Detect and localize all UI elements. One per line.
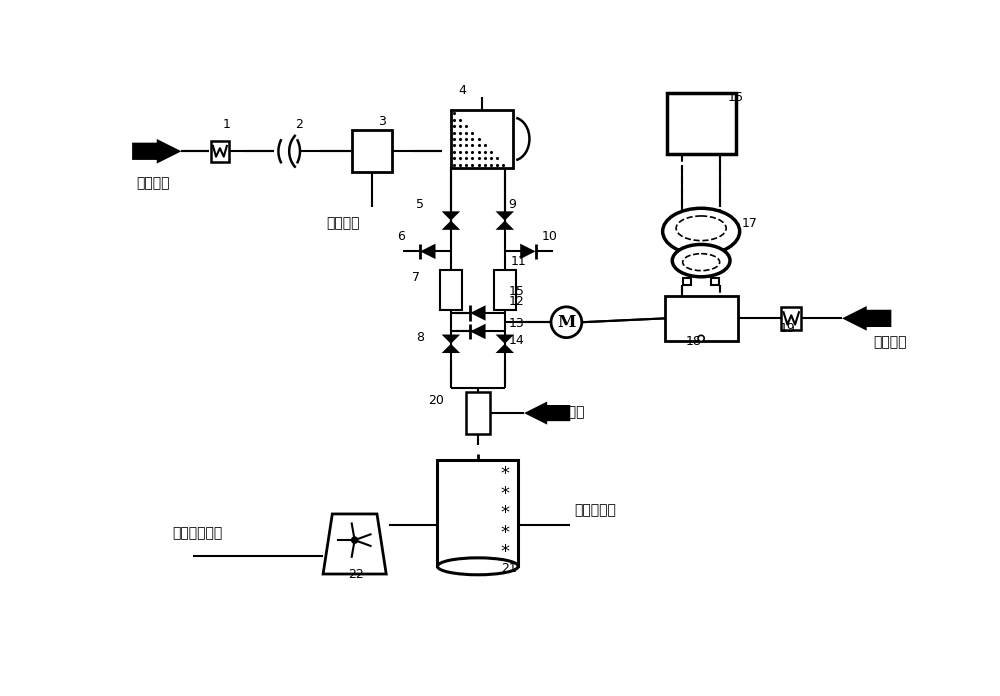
Text: 冷却后的空气: 冷却后的空气 bbox=[172, 526, 222, 540]
Polygon shape bbox=[842, 306, 891, 331]
Polygon shape bbox=[435, 144, 442, 151]
Text: *: * bbox=[500, 504, 509, 522]
Text: 11: 11 bbox=[511, 255, 527, 269]
Text: 8: 8 bbox=[416, 331, 424, 344]
Text: 20: 20 bbox=[428, 394, 444, 407]
Polygon shape bbox=[658, 311, 665, 318]
Polygon shape bbox=[496, 335, 514, 344]
Text: 4: 4 bbox=[459, 84, 466, 97]
Text: *: * bbox=[500, 484, 509, 503]
Text: 18: 18 bbox=[686, 335, 702, 347]
Polygon shape bbox=[496, 221, 514, 230]
Polygon shape bbox=[680, 214, 684, 219]
Ellipse shape bbox=[672, 244, 730, 277]
Polygon shape bbox=[516, 322, 523, 329]
Polygon shape bbox=[442, 212, 460, 221]
Polygon shape bbox=[524, 402, 570, 425]
Text: 17: 17 bbox=[741, 217, 757, 230]
Text: 19: 19 bbox=[780, 322, 795, 335]
Circle shape bbox=[551, 307, 582, 338]
Polygon shape bbox=[267, 144, 274, 151]
Polygon shape bbox=[420, 244, 436, 259]
Polygon shape bbox=[520, 244, 536, 259]
Polygon shape bbox=[193, 555, 200, 562]
Bar bbox=[437, 460, 518, 567]
Polygon shape bbox=[519, 525, 526, 532]
Polygon shape bbox=[323, 514, 386, 574]
Text: 9: 9 bbox=[509, 198, 517, 211]
Text: *: * bbox=[500, 524, 509, 541]
Polygon shape bbox=[132, 139, 181, 164]
Polygon shape bbox=[455, 313, 462, 320]
Polygon shape bbox=[502, 223, 507, 228]
Ellipse shape bbox=[663, 208, 740, 255]
Polygon shape bbox=[403, 251, 410, 258]
Ellipse shape bbox=[437, 557, 518, 575]
Polygon shape bbox=[496, 344, 514, 353]
Text: 14: 14 bbox=[509, 334, 524, 347]
Bar bbox=[494, 270, 516, 310]
Bar bbox=[211, 141, 229, 162]
Text: 被冷却空气: 被冷却空气 bbox=[574, 503, 616, 517]
Text: 22: 22 bbox=[348, 568, 364, 581]
Text: *: * bbox=[500, 465, 509, 483]
Polygon shape bbox=[442, 344, 460, 353]
Polygon shape bbox=[202, 144, 209, 151]
Polygon shape bbox=[442, 335, 460, 344]
Circle shape bbox=[698, 335, 704, 342]
Text: 1: 1 bbox=[223, 118, 231, 132]
Bar bbox=[440, 270, 462, 310]
Polygon shape bbox=[345, 144, 352, 151]
Text: 13: 13 bbox=[509, 317, 524, 330]
Bar bbox=[451, 110, 512, 168]
Text: 2: 2 bbox=[295, 118, 303, 132]
Text: M: M bbox=[557, 314, 576, 331]
Text: 15: 15 bbox=[509, 285, 525, 298]
Bar bbox=[466, 392, 490, 434]
Bar bbox=[352, 130, 392, 173]
Polygon shape bbox=[370, 171, 375, 175]
Circle shape bbox=[352, 537, 358, 543]
Text: 21: 21 bbox=[501, 562, 517, 575]
Text: 5: 5 bbox=[416, 198, 424, 211]
Text: 10: 10 bbox=[542, 230, 558, 243]
Bar bbox=[665, 296, 738, 341]
Polygon shape bbox=[718, 152, 723, 157]
Polygon shape bbox=[470, 324, 486, 339]
Text: 12: 12 bbox=[509, 295, 524, 308]
Bar bbox=[711, 278, 719, 285]
Polygon shape bbox=[718, 283, 723, 287]
Text: 环境空气: 环境空气 bbox=[551, 405, 584, 420]
Polygon shape bbox=[496, 212, 514, 221]
Bar bbox=[781, 307, 801, 330]
Bar bbox=[666, 93, 736, 155]
Text: 环境空气: 环境空气 bbox=[326, 216, 360, 230]
Polygon shape bbox=[455, 331, 462, 338]
Text: 3: 3 bbox=[378, 115, 386, 128]
Text: 16: 16 bbox=[728, 91, 744, 104]
Polygon shape bbox=[442, 221, 460, 230]
Text: 环境空气: 环境空气 bbox=[137, 176, 170, 190]
Polygon shape bbox=[479, 94, 484, 99]
Polygon shape bbox=[449, 223, 453, 228]
Text: 6: 6 bbox=[397, 230, 405, 243]
Bar bbox=[683, 278, 691, 285]
Text: 环境空气: 环境空气 bbox=[873, 335, 906, 349]
Polygon shape bbox=[389, 525, 396, 532]
Polygon shape bbox=[470, 306, 486, 321]
Text: 7: 7 bbox=[412, 271, 420, 284]
Text: *: * bbox=[500, 544, 509, 562]
Polygon shape bbox=[546, 244, 553, 251]
Polygon shape bbox=[680, 294, 684, 299]
